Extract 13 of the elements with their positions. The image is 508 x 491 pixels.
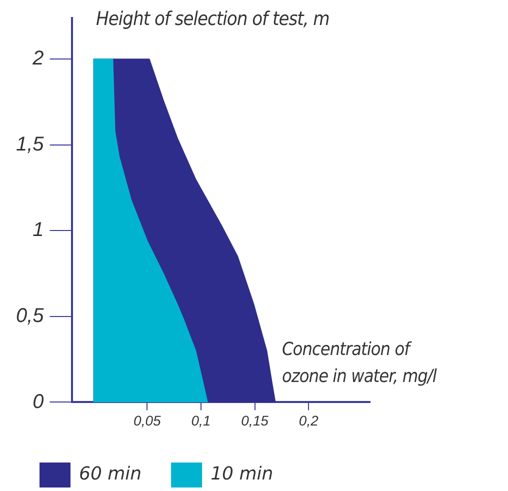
x-tick-label: 0,05 bbox=[134, 412, 161, 428]
x-tick-label: 0,2 bbox=[298, 412, 319, 428]
y-tick-label: 0,5 bbox=[16, 305, 45, 328]
x-axis-title: Concentration of ozone in water, mg/l bbox=[282, 338, 438, 389]
x-tick-label: 0,15 bbox=[241, 412, 269, 428]
y-tick-label: 1,5 bbox=[16, 133, 45, 156]
legend-label: 60 min bbox=[79, 464, 142, 485]
y-tick-label: 0 bbox=[32, 390, 44, 413]
x-tick-label: 0,1 bbox=[191, 412, 211, 428]
y-axis-title: Height of selection of test, m bbox=[96, 8, 330, 30]
y-tick-label: 1 bbox=[32, 219, 44, 242]
legend-label: 10 min bbox=[210, 464, 274, 485]
y-tick-label: 2 bbox=[32, 48, 44, 70]
